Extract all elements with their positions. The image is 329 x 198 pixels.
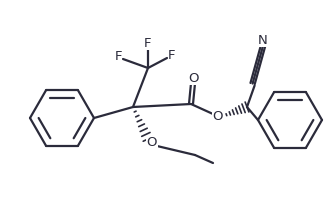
Text: O: O: [147, 136, 157, 149]
Text: O: O: [189, 71, 199, 85]
Text: F: F: [114, 50, 122, 63]
Text: N: N: [258, 33, 268, 47]
Text: O: O: [213, 109, 223, 123]
Text: F: F: [144, 36, 152, 50]
Text: F: F: [168, 49, 176, 62]
